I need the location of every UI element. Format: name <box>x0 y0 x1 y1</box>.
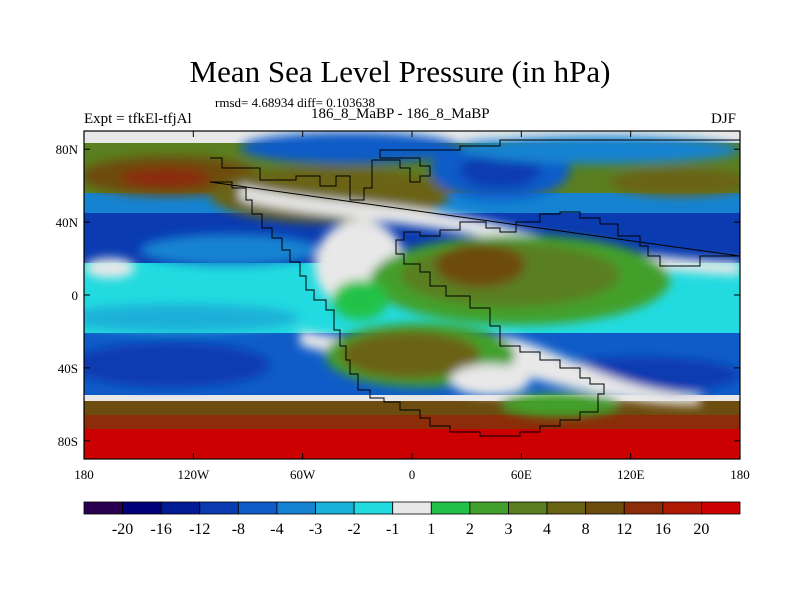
colorbar-label: 8 <box>582 521 590 538</box>
x-tick-label: 0 <box>409 467 416 482</box>
colorbar-swatch <box>623 501 664 515</box>
colorbar-swatch <box>585 501 625 515</box>
x-tick-label: 60W <box>290 467 316 482</box>
colorbar-swatch <box>662 501 702 515</box>
y-tick-label: 80N <box>56 142 79 157</box>
colorbar-label: 1 <box>427 521 435 538</box>
y-tick-label: 40S <box>58 361 78 376</box>
colorbar-swatch <box>701 501 741 515</box>
season-label: DJF <box>711 111 737 127</box>
colorbar-swatch <box>469 501 509 515</box>
y-axis: 80N 40N 0 40S 80S <box>56 142 740 449</box>
colorbar-swatch <box>546 501 587 515</box>
x-axis: 180 120W 60W 0 60E 120E 180 <box>74 131 750 482</box>
colorbar-label: -8 <box>232 521 245 538</box>
colorbar-label: -2 <box>347 521 360 538</box>
colorbar-label: -3 <box>309 521 322 538</box>
x-tick-label: 180 <box>730 467 750 482</box>
colorbar-label: 20 <box>693 521 709 538</box>
colorbar-label: -20 <box>112 521 133 538</box>
plot-title: Mean Sea Level Pressure (in hPa) <box>189 54 611 89</box>
colorbar-label: -16 <box>151 521 172 538</box>
pressure-field <box>84 131 740 459</box>
colorbar-swatch <box>392 501 432 515</box>
x-tick-label: 120W <box>177 467 210 482</box>
colorbar-label: 16 <box>655 521 671 538</box>
colorbar-label: 12 <box>616 521 632 538</box>
colorbar-swatch <box>237 501 278 515</box>
y-tick-label: 0 <box>72 288 79 303</box>
colorbar-swatch <box>508 501 548 515</box>
colorbar-label: -4 <box>270 521 283 538</box>
runs-label: 186_8_MaBP - 186_8_MaBP <box>311 106 490 122</box>
colorbar-label: -1 <box>386 521 399 538</box>
colorbar-swatch <box>122 501 162 515</box>
y-tick-label: 40N <box>56 215 79 230</box>
colorbar: -20 -16 -12 -8 -4 -3 -2 -1 1 2 3 4 8 12 16 20 <box>83 501 741 538</box>
x-tick-label: 120E <box>617 467 645 482</box>
colorbar-swatch <box>160 501 201 515</box>
experiment-label: Expt = tfkEl-tfjAl <box>84 111 192 127</box>
colorbar-swatch <box>353 501 394 515</box>
colorbar-swatch <box>83 501 123 515</box>
x-tick-label: 60E <box>511 467 532 482</box>
colorbar-label: 4 <box>543 521 551 538</box>
colorbar-swatch <box>315 501 355 515</box>
coastline <box>209 139 740 437</box>
colorbar-label: 3 <box>504 521 512 538</box>
colorbar-swatch <box>199 501 239 515</box>
colorbar-swatch <box>276 501 316 515</box>
x-tick-label: 180 <box>74 467 94 482</box>
colorbar-swatch <box>430 501 471 515</box>
stats-label: rmsd= 4.68934 diff= 0.103638 <box>215 95 375 110</box>
y-tick-label: 80S <box>58 434 78 449</box>
colorbar-label: 2 <box>466 521 474 538</box>
colorbar-label: -12 <box>189 521 210 538</box>
